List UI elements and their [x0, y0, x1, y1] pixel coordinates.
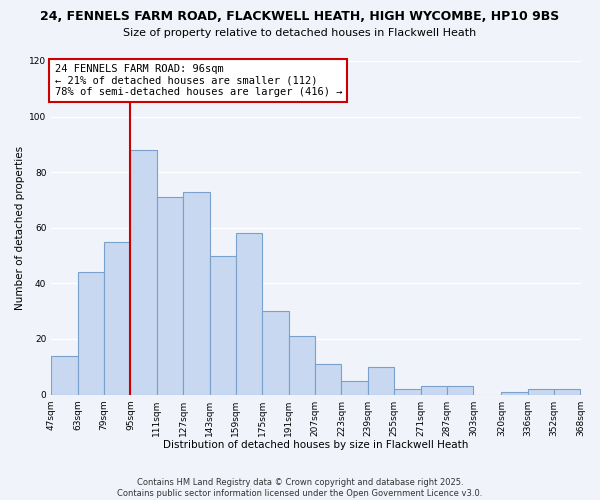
Text: 24 FENNELS FARM ROAD: 96sqm
← 21% of detached houses are smaller (112)
78% of se: 24 FENNELS FARM ROAD: 96sqm ← 21% of det…	[55, 64, 342, 97]
Bar	[289, 336, 315, 394]
X-axis label: Distribution of detached houses by size in Flackwell Heath: Distribution of detached houses by size …	[163, 440, 469, 450]
Bar	[183, 192, 209, 394]
Bar	[77, 272, 104, 394]
Text: Size of property relative to detached houses in Flackwell Heath: Size of property relative to detached ho…	[124, 28, 476, 38]
Bar	[262, 311, 289, 394]
Bar	[157, 197, 183, 394]
Y-axis label: Number of detached properties: Number of detached properties	[15, 146, 25, 310]
Bar	[528, 389, 554, 394]
Bar	[368, 367, 394, 394]
Bar	[421, 386, 447, 394]
Text: Contains HM Land Registry data © Crown copyright and database right 2025.
Contai: Contains HM Land Registry data © Crown c…	[118, 478, 482, 498]
Bar	[447, 386, 473, 394]
Bar	[104, 242, 130, 394]
Bar	[51, 356, 77, 395]
Bar	[236, 234, 262, 394]
Bar	[130, 150, 157, 394]
Bar	[502, 392, 528, 394]
Bar	[341, 380, 368, 394]
Text: 24, FENNELS FARM ROAD, FLACKWELL HEATH, HIGH WYCOMBE, HP10 9BS: 24, FENNELS FARM ROAD, FLACKWELL HEATH, …	[40, 10, 560, 23]
Bar	[394, 389, 421, 394]
Bar	[554, 389, 580, 394]
Bar	[209, 256, 236, 394]
Bar	[315, 364, 341, 394]
